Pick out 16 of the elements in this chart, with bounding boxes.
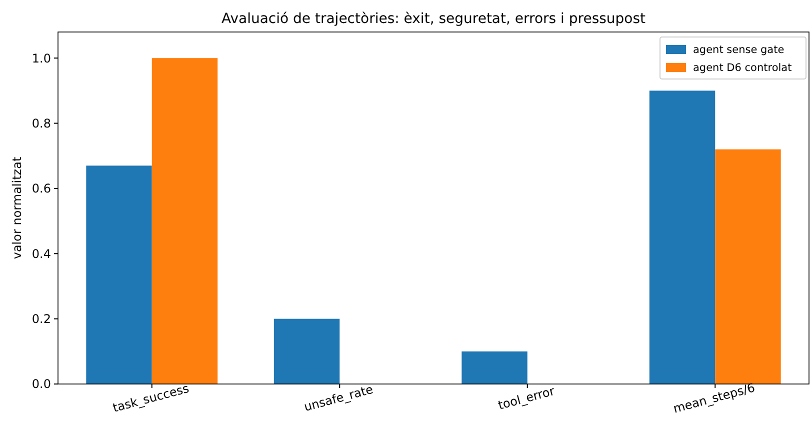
y-tick-label: 0.4	[32, 246, 51, 261]
legend-label: agent D6 controlat	[693, 62, 792, 74]
y-axis-title: valor normalitzat	[10, 156, 24, 260]
bar	[86, 166, 152, 384]
bar	[462, 351, 528, 384]
y-tick-label: 0.2	[32, 312, 51, 326]
y-tick-label: 0.6	[32, 182, 51, 196]
y-tick-label: 1.0	[32, 51, 51, 66]
bar	[715, 149, 781, 384]
legend-label: agent sense gate	[693, 44, 784, 56]
y-tick-label: 0.8	[32, 116, 51, 130]
bar	[152, 58, 218, 384]
y-tick-label: 0.0	[32, 377, 51, 392]
bar	[274, 318, 340, 384]
bar	[649, 90, 716, 384]
chart-title: Avaluació de trajectòries: èxit, seguretat, errors i pressupost	[221, 11, 646, 27]
